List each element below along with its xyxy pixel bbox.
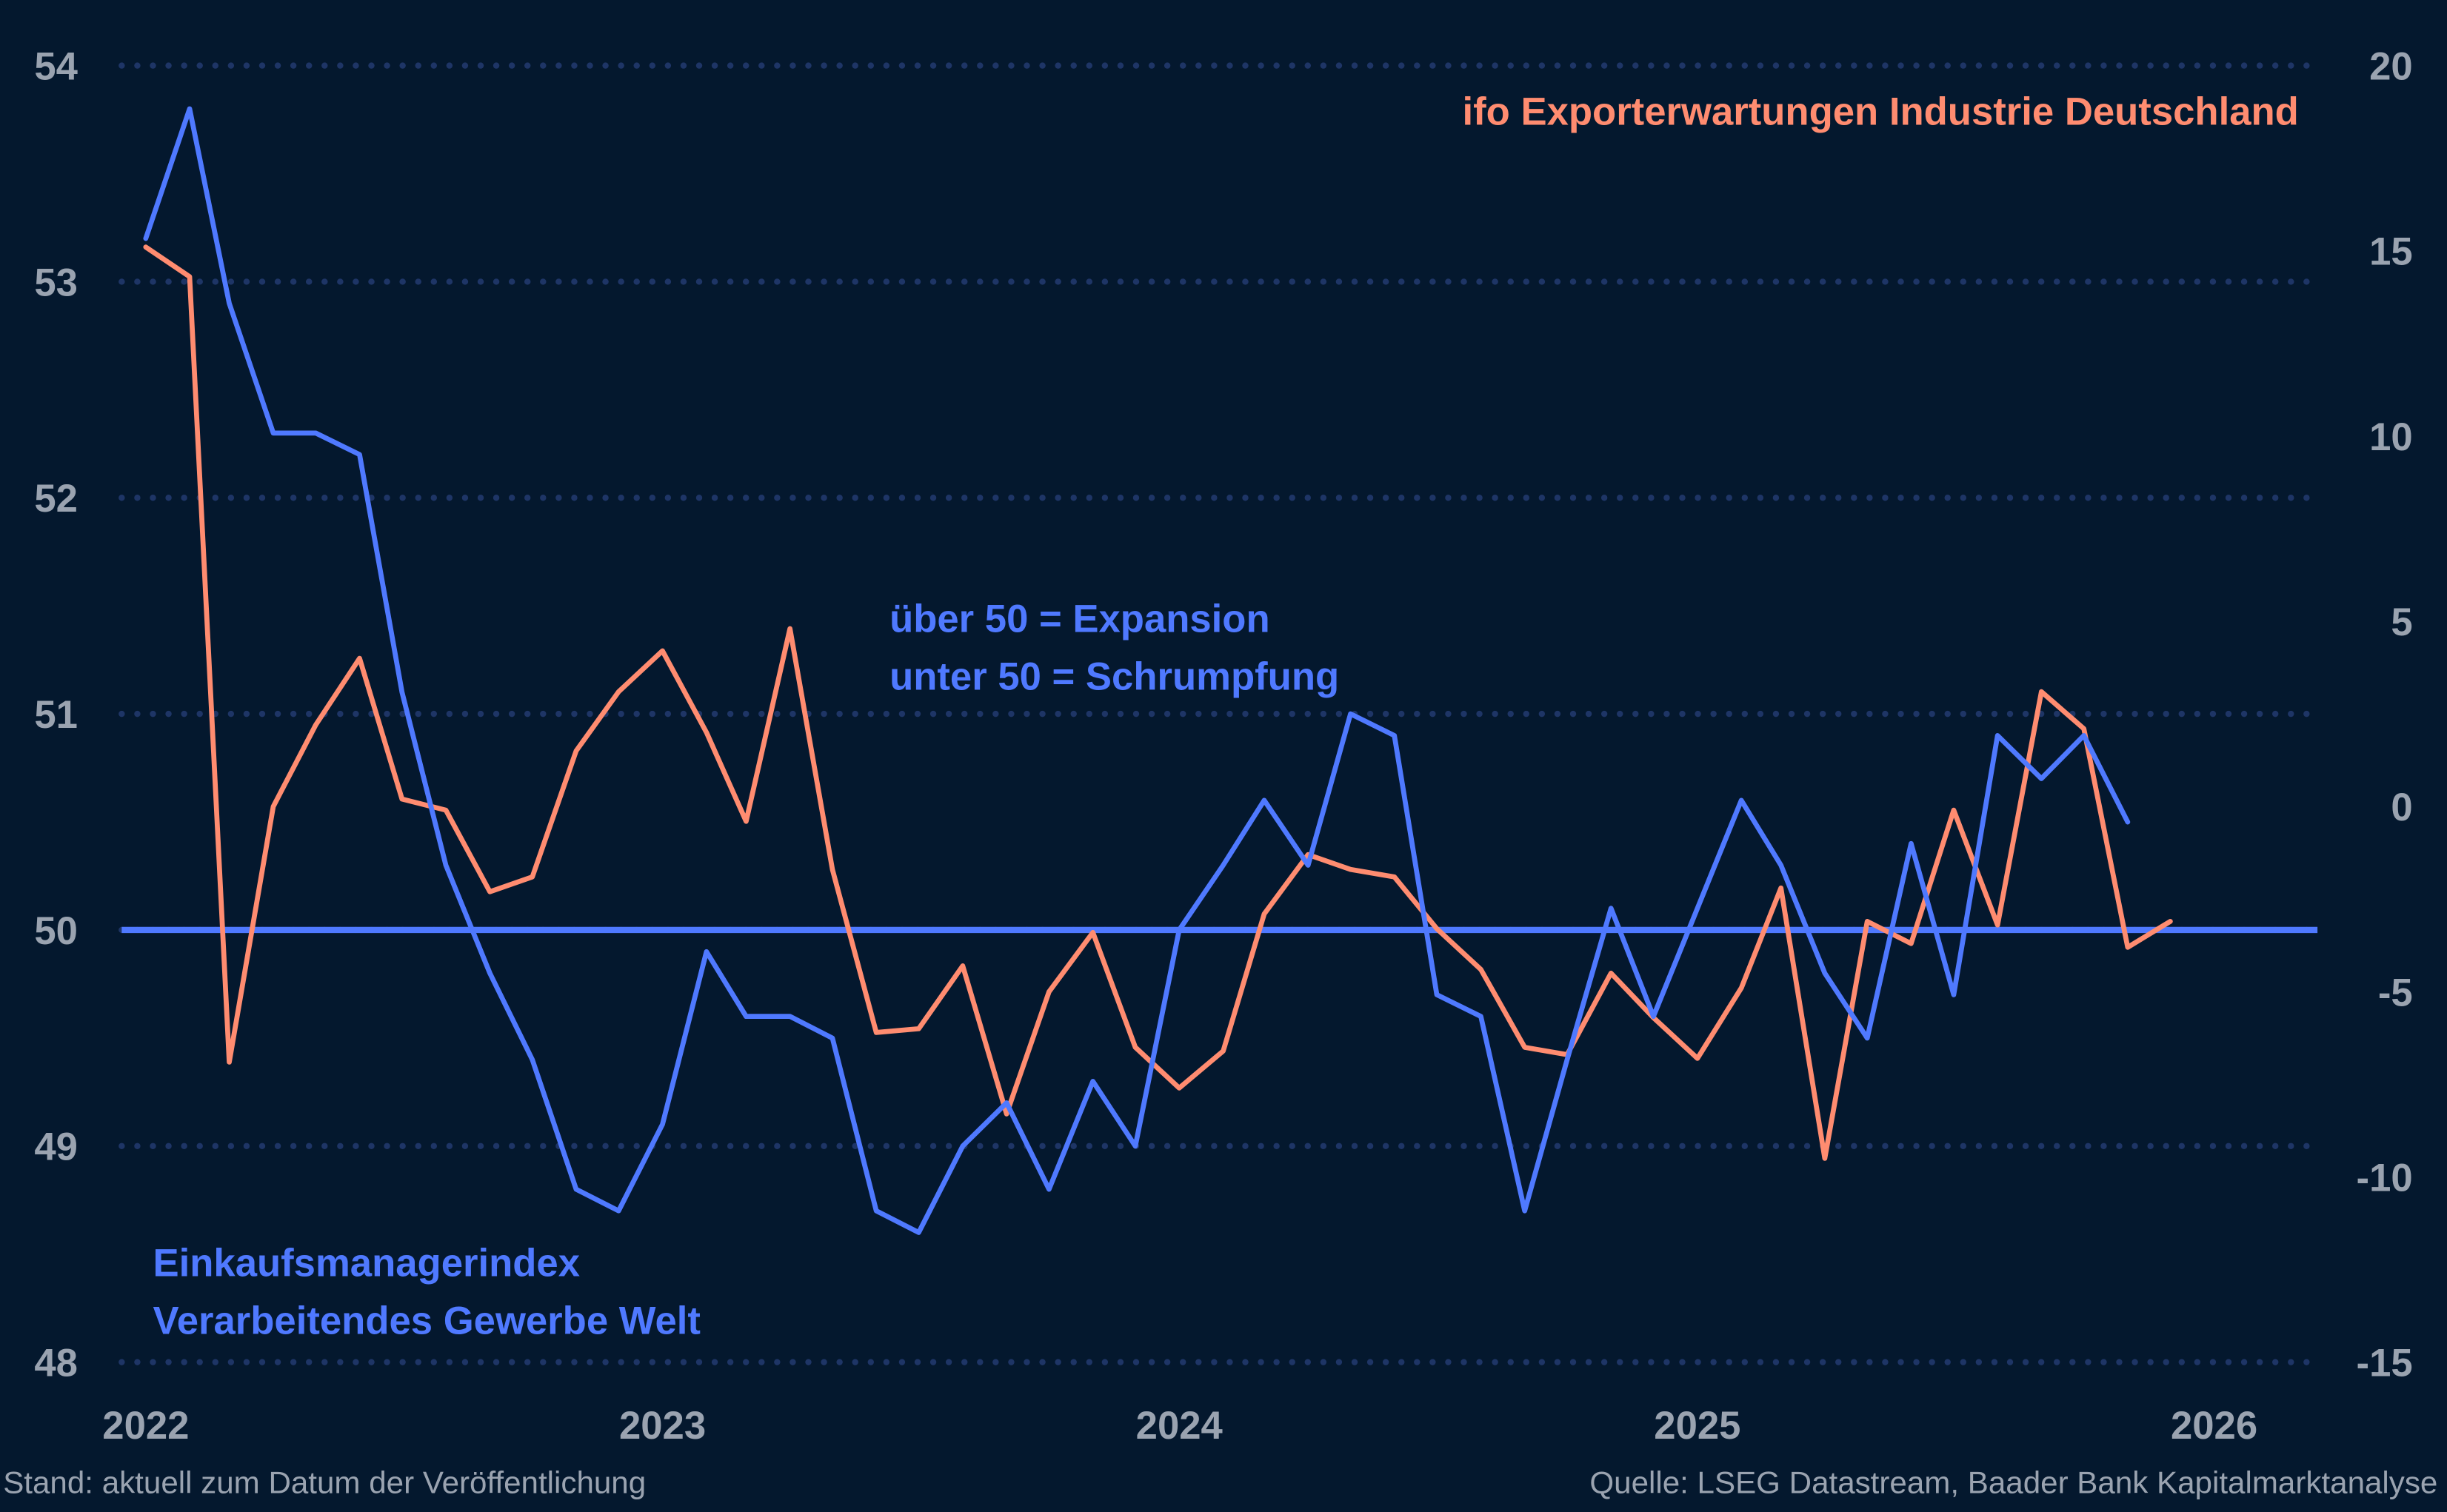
footer-source: Quelle: LSEG Datastream, Baader Bank Kap… xyxy=(1589,1465,2437,1500)
x-axis-tick-label: 2023 xyxy=(619,1404,706,1448)
ifo-series-label: ifo Exporterwartungen Industrie Deutschl… xyxy=(1463,90,2299,134)
right-axis-tick-label: 5 xyxy=(2391,601,2412,644)
pmi-series-label-line2: Verarbeitendes Gewerbe Welt xyxy=(153,1299,701,1343)
right-axis-ticks: -15 -10 -5 0 5 10 15 20 xyxy=(2357,45,2413,1385)
threshold-note-line1: über 50 = Expansion xyxy=(889,597,1270,640)
left-axis-tick-label: 54 xyxy=(34,45,78,89)
left-axis-tick-label: 49 xyxy=(34,1125,78,1169)
left-axis-tick-label: 53 xyxy=(34,261,78,304)
threshold-note-line2: unter 50 = Schrumpfung xyxy=(889,655,1339,698)
series-lines xyxy=(143,106,2173,1235)
ifo-series-line xyxy=(143,244,2173,1161)
x-axis-tick-label: 2026 xyxy=(2171,1404,2257,1448)
right-axis-tick-label: 0 xyxy=(2391,786,2412,829)
x-axis-tick-label: 2025 xyxy=(1654,1404,1740,1448)
x-axis-ticks: 2022 2023 2024 2025 2026 xyxy=(102,1404,2257,1448)
right-axis-tick-label: 10 xyxy=(2369,415,2413,459)
footer-date-note: Stand: aktuell zum Datum der Veröffentli… xyxy=(3,1465,646,1500)
right-axis-tick-label: -15 xyxy=(2357,1342,2413,1385)
x-axis-tick-label: 2024 xyxy=(1136,1404,1223,1448)
left-axis-tick-label: 48 xyxy=(34,1342,78,1385)
left-axis-tick-label: 52 xyxy=(34,477,78,521)
right-axis-tick-label: 20 xyxy=(2369,45,2413,89)
left-axis-tick-label: 50 xyxy=(34,909,78,953)
x-axis-tick-label: 2022 xyxy=(102,1404,189,1448)
right-axis-tick-label: -10 xyxy=(2357,1156,2413,1200)
pmi-series-label-line1: Einkaufsmanagerindex xyxy=(153,1242,581,1285)
left-axis-ticks: 48 49 50 51 52 53 54 xyxy=(34,45,78,1385)
right-axis-tick-label: -5 xyxy=(2378,971,2413,1014)
pmi-series-line xyxy=(143,106,2131,1235)
left-axis-tick-label: 51 xyxy=(34,693,78,737)
right-axis-tick-label: 15 xyxy=(2369,230,2413,274)
